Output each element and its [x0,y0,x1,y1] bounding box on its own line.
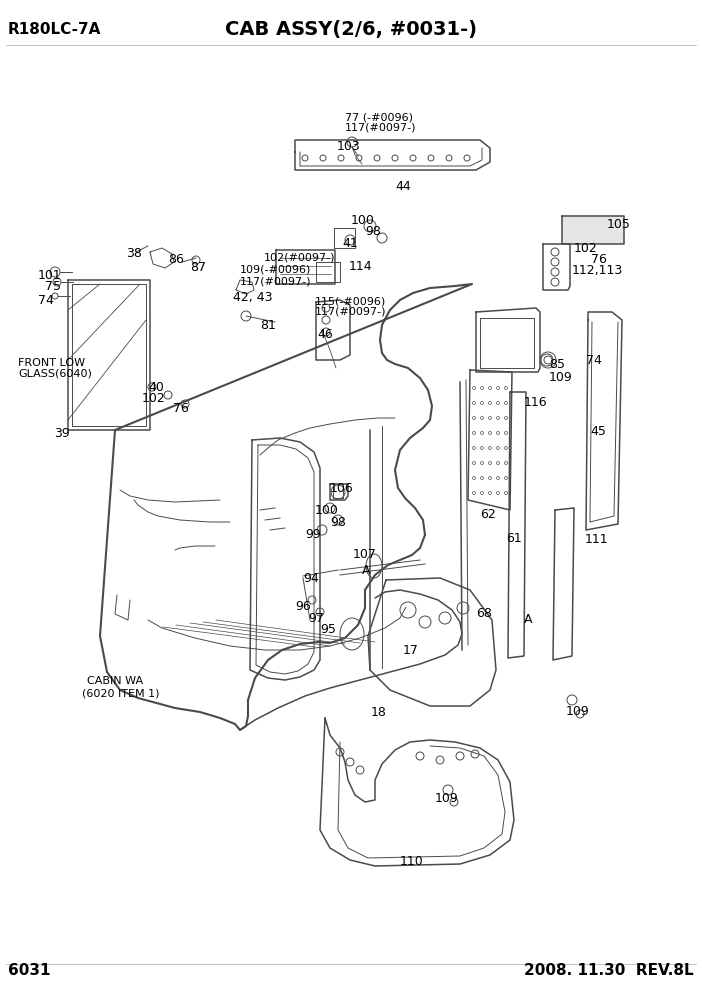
Text: 68: 68 [476,607,492,620]
Text: 98: 98 [365,225,381,238]
Text: 114: 114 [349,260,373,273]
Text: 74: 74 [586,354,602,367]
Text: 2008. 11.30  REV.8L: 2008. 11.30 REV.8L [524,963,694,978]
Text: 40: 40 [148,381,164,394]
Text: 117(#0097-): 117(#0097-) [240,276,312,286]
Text: 86: 86 [168,253,184,266]
Text: 95: 95 [320,623,336,636]
Text: 102(#0097-): 102(#0097-) [264,253,336,263]
Text: 74: 74 [38,294,54,307]
Text: 18: 18 [371,706,387,719]
Text: 75: 75 [45,280,61,293]
Text: 6031: 6031 [8,963,51,978]
Text: 117(#0097-): 117(#0097-) [315,307,387,317]
Text: 38: 38 [126,247,142,260]
Text: 99: 99 [305,528,321,541]
Text: 117(#0097-): 117(#0097-) [345,123,416,133]
Text: 109(-#0096): 109(-#0096) [240,265,312,275]
Text: 100: 100 [315,504,339,517]
Text: 106: 106 [330,482,354,495]
Text: A: A [362,564,371,577]
Text: 102: 102 [142,392,166,405]
Text: 110: 110 [400,855,424,868]
Text: 87: 87 [190,261,206,274]
Text: A: A [524,613,533,626]
Text: 76: 76 [173,402,189,415]
Text: 112,113: 112,113 [572,264,623,277]
Text: FRONT LOW: FRONT LOW [18,358,85,368]
Text: 94: 94 [303,572,319,585]
Text: 111: 111 [585,533,609,546]
Text: 103: 103 [337,140,361,153]
Text: 107: 107 [353,548,377,561]
Text: 44: 44 [395,180,411,193]
Text: 109: 109 [566,705,590,718]
Text: 17: 17 [403,644,419,657]
Text: 116: 116 [524,396,548,409]
Text: 45: 45 [590,425,606,438]
Text: GLASS(6040): GLASS(6040) [18,369,92,379]
Text: CAB ASSY(2/6, #0031-): CAB ASSY(2/6, #0031-) [225,20,477,39]
Text: 85: 85 [549,358,565,371]
Text: 46: 46 [317,328,333,341]
Bar [562,216,624,244]
Text: (6020 ITEM 1): (6020 ITEM 1) [82,688,159,698]
Text: 96: 96 [295,600,311,613]
Text: 105: 105 [607,218,631,231]
Text: 81: 81 [260,319,276,332]
Text: 97: 97 [308,612,324,625]
Text: 100: 100 [351,214,375,227]
Text: 42, 43: 42, 43 [233,291,272,304]
Text: 109: 109 [435,792,458,805]
Text: 109: 109 [549,371,573,384]
Text: 39: 39 [54,427,69,440]
Text: CABIN WA: CABIN WA [87,676,143,686]
Text: 41: 41 [342,237,358,250]
Text: 62: 62 [480,508,496,521]
Text: 101: 101 [38,269,62,282]
Text: 77 (-#0096): 77 (-#0096) [345,112,413,122]
Text: 102: 102 [574,242,597,255]
Text: 76: 76 [591,253,607,266]
Text: R180LC-7A: R180LC-7A [8,22,101,37]
Text: 98: 98 [330,516,346,529]
Text: 61: 61 [506,532,522,545]
Text: 115(-#0096): 115(-#0096) [315,296,386,306]
